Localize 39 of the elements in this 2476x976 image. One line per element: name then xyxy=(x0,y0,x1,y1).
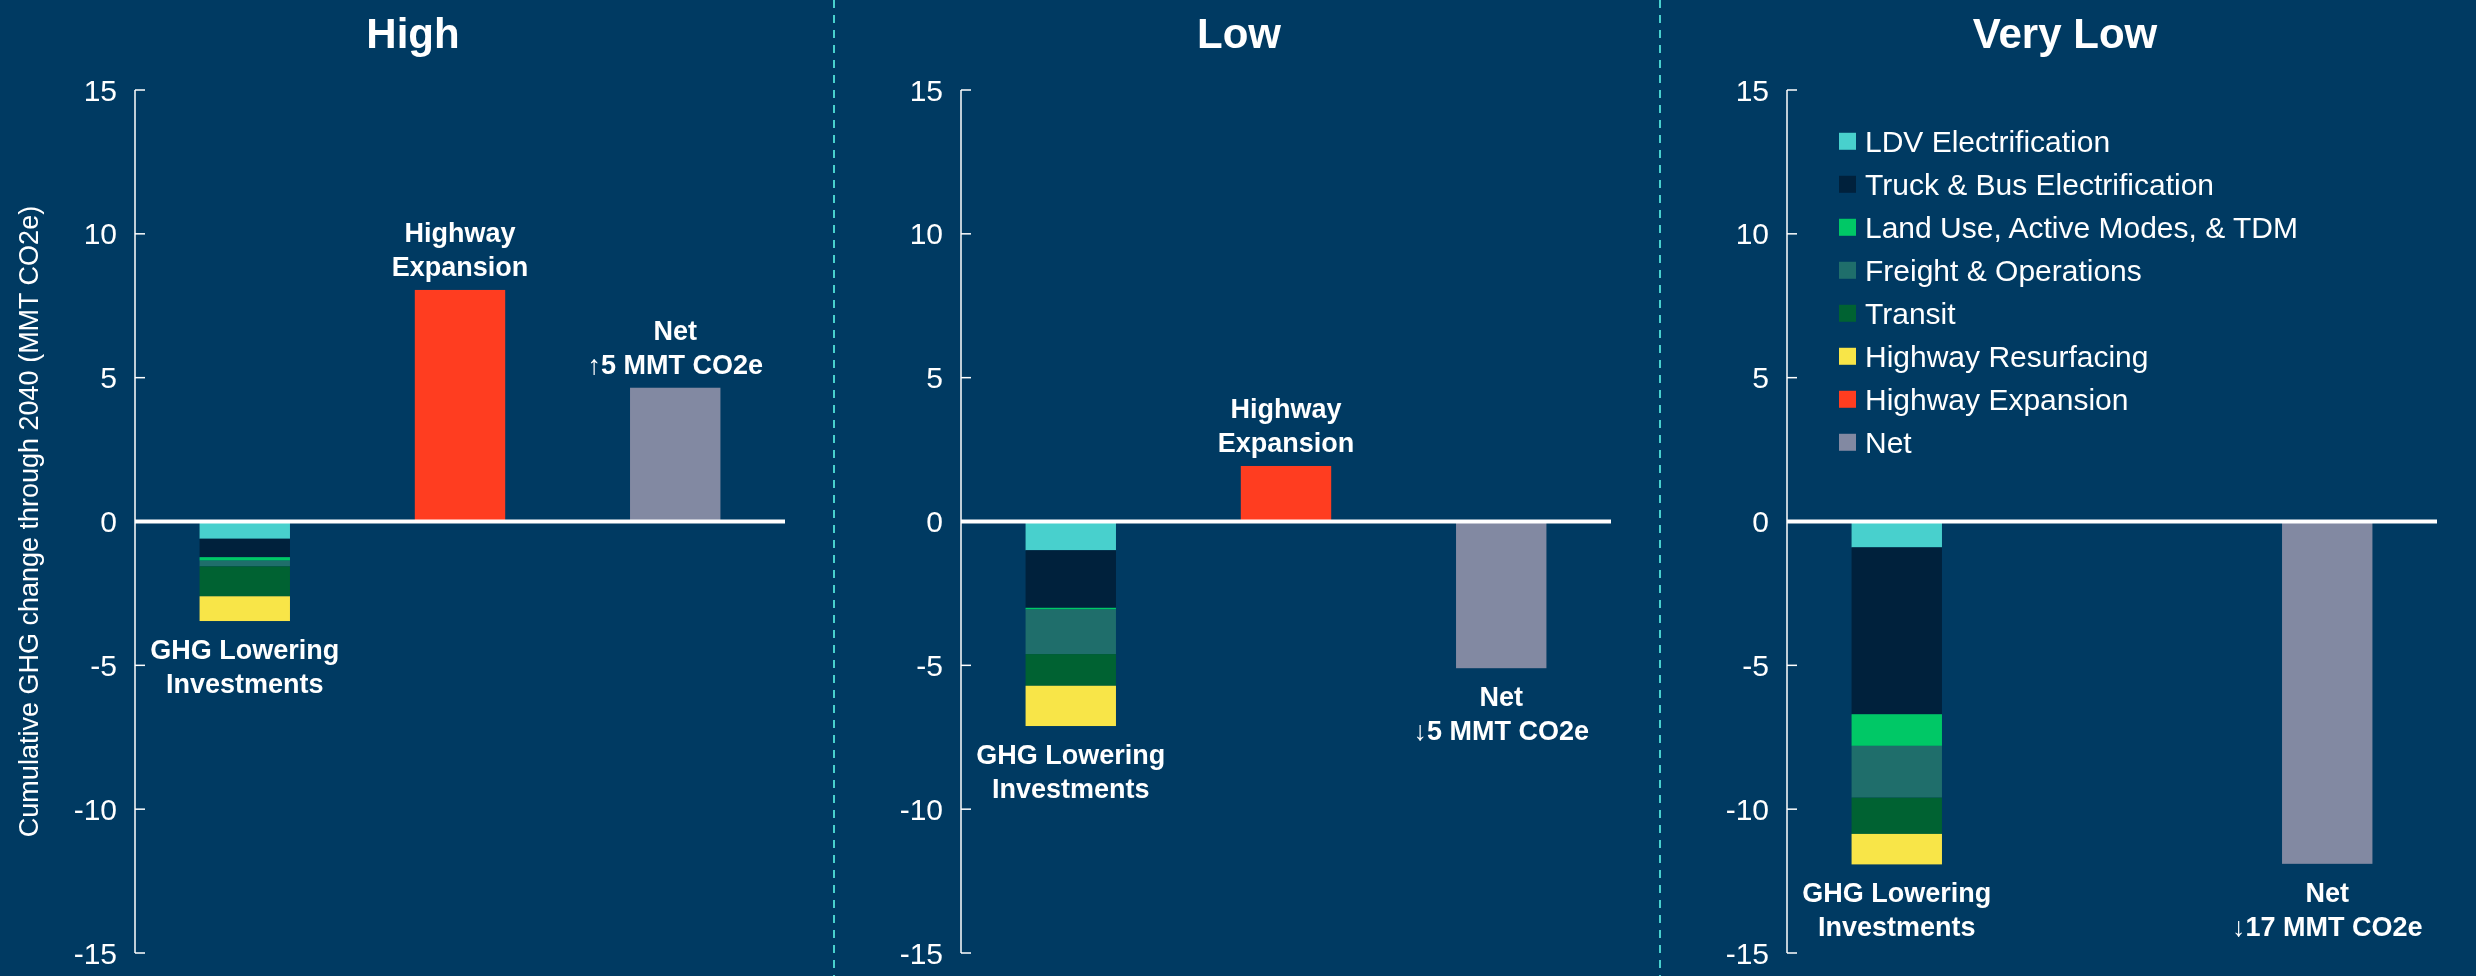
y-tick-label: -10 xyxy=(73,792,117,826)
y-tick-label: -5 xyxy=(1742,648,1769,682)
annotation: ↓5 MMT CO2e xyxy=(1413,716,1589,747)
y-tick-label: 0 xyxy=(1752,505,1769,538)
legend-label: Highway Resurfacing xyxy=(1865,340,2149,374)
y-tick-label: 15 xyxy=(83,73,117,107)
y-tick-label: -10 xyxy=(899,792,943,826)
chart-title: High xyxy=(366,10,460,57)
legend-label: Net xyxy=(1865,426,1913,460)
legend-label: Freight & Operations xyxy=(1865,254,2142,288)
y-tick-label: 0 xyxy=(100,505,117,538)
x-tick-label: GHG Lowering Investments xyxy=(150,635,340,700)
y-tick-label: -15 xyxy=(899,936,943,970)
y-tick-label: 5 xyxy=(100,361,117,395)
legend-label: Transit xyxy=(1865,297,1957,331)
x-tick-label: GHG Lowering Investments xyxy=(1802,878,1992,943)
y-tick-label: 15 xyxy=(1735,73,1769,107)
y-tick-label: 5 xyxy=(926,361,943,395)
y-axis-title: Cumulative GHG change through 2040 (MMT CO2e) xyxy=(14,205,44,838)
y-tick-label: -5 xyxy=(916,648,943,682)
x-tick-label: GHG Lowering Investments xyxy=(976,740,1166,805)
y-tick-label: 0 xyxy=(926,505,943,538)
y-tick-label: 10 xyxy=(1735,217,1769,251)
y-tick-label: -5 xyxy=(90,648,117,682)
y-tick-label: -10 xyxy=(1725,792,1769,826)
legend-label: Highway Expansion xyxy=(1865,383,2129,417)
legend-label: Land Use, Active Modes, & TDM xyxy=(1865,211,2298,245)
chart-title: Low xyxy=(1197,10,1282,57)
legend-label: Truck & Bus Electrification xyxy=(1865,168,2214,202)
chart-title: Very Low xyxy=(1972,10,2158,57)
y-tick-label: -15 xyxy=(1725,936,1769,970)
y-tick-label: -15 xyxy=(73,936,117,970)
y-tick-label: 5 xyxy=(1752,361,1769,395)
annotation: ↓17 MMT CO2e xyxy=(2231,911,2423,942)
y-tick-label: 10 xyxy=(83,217,117,251)
y-tick-label: 15 xyxy=(909,73,943,107)
y-tick-label: 10 xyxy=(909,217,943,251)
legend-label: LDV Electrification xyxy=(1865,125,2111,159)
annotation: ↑5 MMT CO2e xyxy=(587,349,763,380)
